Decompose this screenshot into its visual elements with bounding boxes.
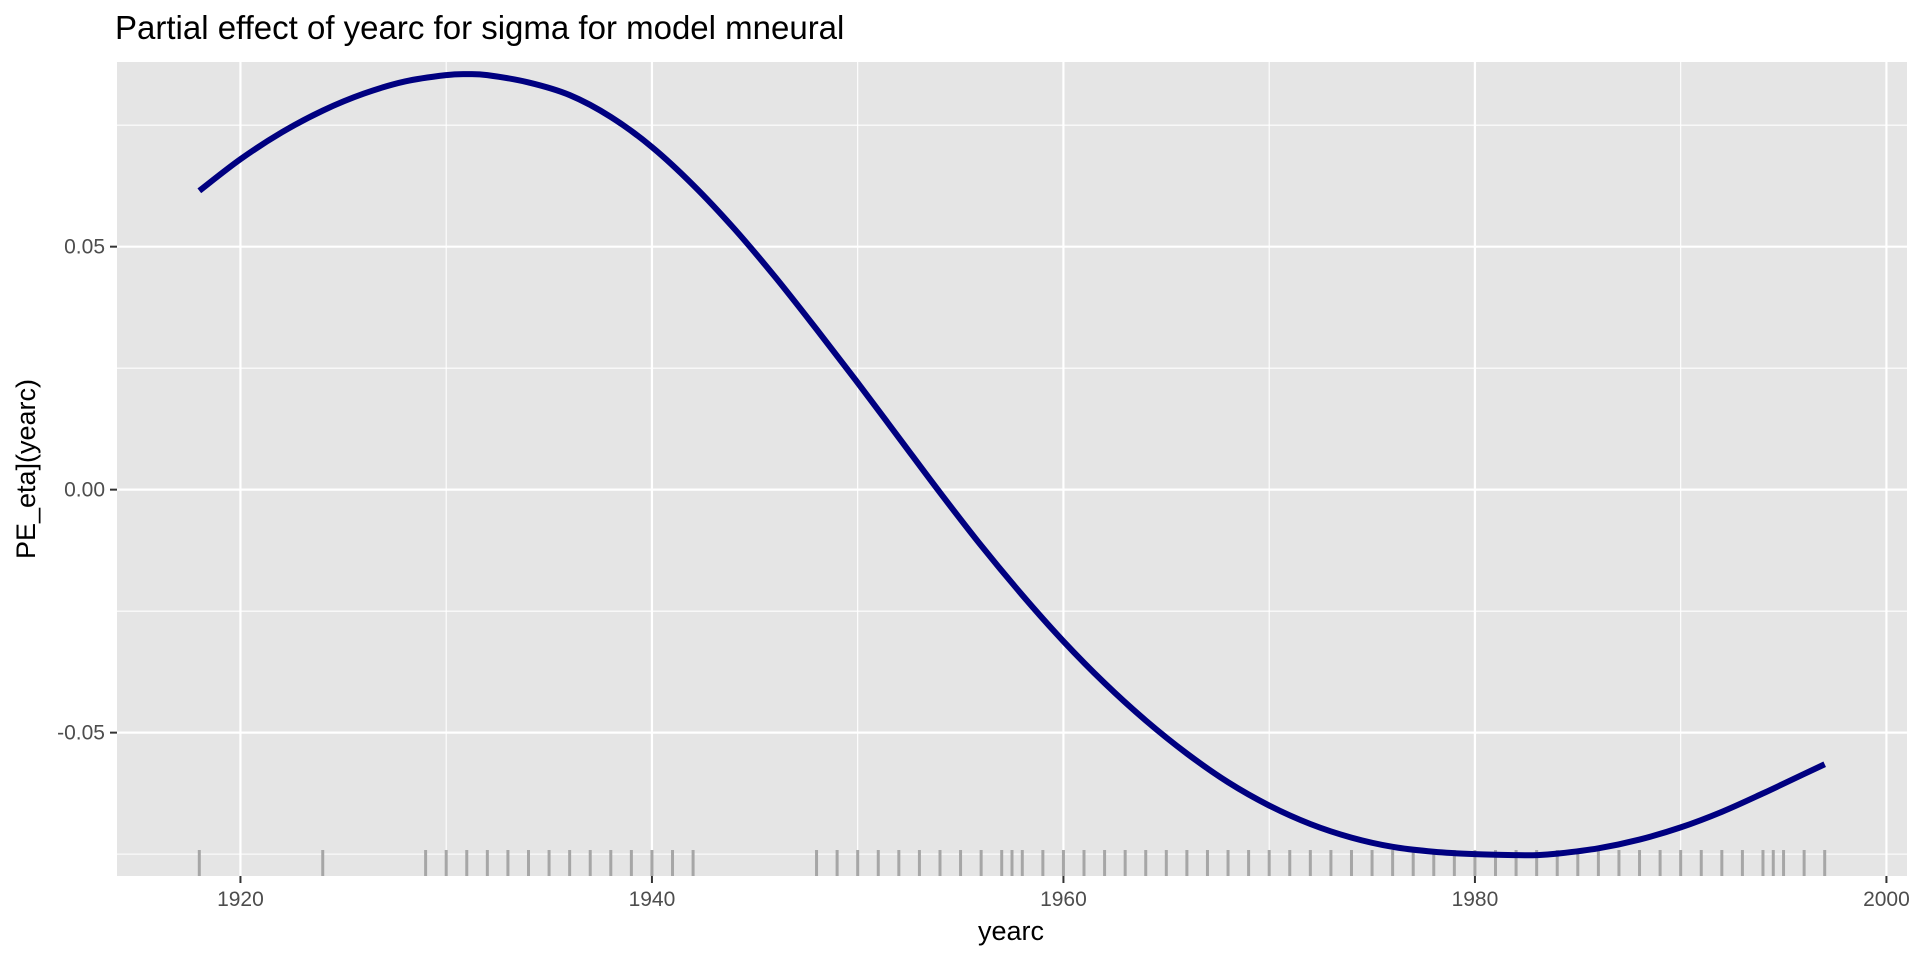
x-axis: 1920 1940 1960 1980 2000 [217,876,1910,911]
plot-panel [117,62,1907,876]
x-tick-label: 1960 [1040,888,1087,911]
y-tick-label: -0.05 [57,722,105,745]
series-lines [197,71,1826,859]
chart-title: Partial effect of yearc for sigma for mo… [115,9,844,46]
y-tick-label: 0.05 [64,236,105,259]
effect-curve-line [197,71,1826,859]
y-axis: -0.05 0.00 0.05 [57,236,117,745]
x-tick-label: 2000 [1863,888,1910,911]
rug-marks [197,850,1827,876]
y-tick-label: 0.00 [64,479,105,502]
x-tick-label: 1980 [1452,888,1499,911]
y-axis-title: PE_eta](yearc) [11,379,41,559]
x-tick-label: 1920 [217,888,264,911]
x-axis-title: yearc [978,916,1044,946]
grid-major-lines [117,62,1907,876]
x-tick-label: 1940 [629,888,676,911]
